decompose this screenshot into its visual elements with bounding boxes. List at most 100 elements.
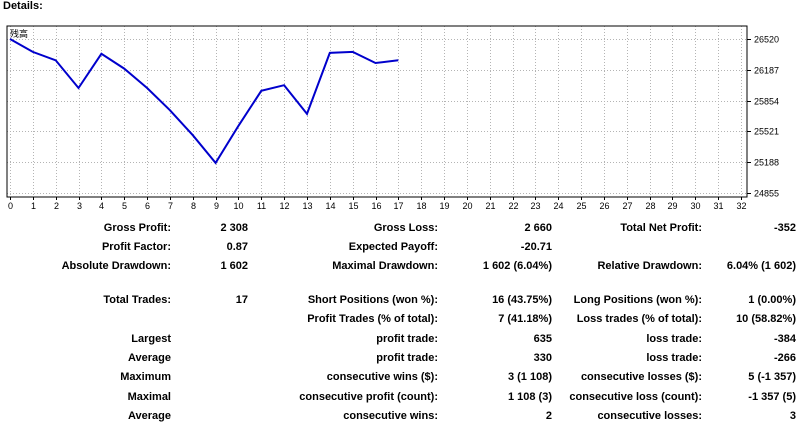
x-tick-label: 25 xyxy=(576,201,586,211)
x-tick-label: 6 xyxy=(145,201,150,211)
stat-value: 330 xyxy=(533,352,552,365)
stat-value: 6.04% (1 602) xyxy=(726,260,796,273)
x-axis: 0 1 2 3 4 5 6 7 8 9 10 11 12 13 14 15 16 17 18 19 20 21 22 23 24… xyxy=(8,197,747,211)
stat-label: Relative Drawdown: xyxy=(597,260,702,273)
stat-label: consecutive loss (count): xyxy=(569,390,702,403)
y-tick-label: 24855 xyxy=(754,189,779,199)
x-tick-label: 1 xyxy=(31,201,36,211)
stat-value: -352 xyxy=(773,221,796,234)
stats-row: Average profit trade: 330 loss trade: -266 xyxy=(0,348,796,367)
y-tick-label: 26520 xyxy=(754,35,779,45)
stat-value: 16 (43.75%) xyxy=(492,293,552,306)
x-tick-label: 22 xyxy=(508,201,518,211)
stat-label: profit trade: xyxy=(376,332,438,345)
plot-frame xyxy=(6,25,748,198)
x-tick-label: 3 xyxy=(77,201,82,211)
stats-row: Largest profit trade: 635 loss trade: -384 xyxy=(0,329,796,348)
stats-row: Total Trades: 17 Short Positions (won %): 1… xyxy=(0,290,796,309)
details-title: Details: xyxy=(3,0,43,12)
stats-row: Maximum consecutive wins ($): 3 (1 108) con… xyxy=(0,368,796,387)
stat-label: consecutive losses: xyxy=(597,410,702,423)
stat-label: Maximum xyxy=(120,371,171,384)
stat-value: 10 (58.82%) xyxy=(736,313,796,326)
x-tick-label: 11 xyxy=(257,201,266,211)
x-tick-label: 9 xyxy=(214,201,219,211)
stats-row: Profit Trades (% of total): 7 (41.18%) Los… xyxy=(0,310,796,329)
x-tick-label: 21 xyxy=(485,201,495,211)
stat-label: Absolute Drawdown: xyxy=(61,260,171,273)
stat-value: -20.71 xyxy=(520,241,552,254)
x-tick-label: 0 xyxy=(8,201,13,211)
stat-value: 635 xyxy=(533,332,552,345)
stat-label: consecutive profit (count): xyxy=(299,390,438,403)
stat-value: 1 108 (3) xyxy=(507,390,552,403)
stat-value: 1 602 xyxy=(220,260,248,273)
stats-row xyxy=(0,276,796,290)
stat-label: Loss trades (% of total): xyxy=(576,313,702,326)
stat-label: consecutive losses ($): xyxy=(580,371,702,384)
stat-value xyxy=(171,368,248,387)
x-tick-label: 10 xyxy=(233,201,243,211)
x-tick-label: 17 xyxy=(393,201,403,211)
stat-value xyxy=(171,407,248,426)
stat-label: Short Positions (won %): xyxy=(307,293,438,306)
stat-value: 17 xyxy=(235,293,248,306)
stats-row: Average consecutive wins: 2 consecutive los… xyxy=(0,407,796,426)
stat-label: Expected Payoff: xyxy=(348,241,438,254)
stat-label: consecutive wins: xyxy=(343,410,438,423)
x-tick-label: 2 xyxy=(54,201,59,211)
x-tick-label: 8 xyxy=(191,201,196,211)
stat-label: Profit Trades (% of total): xyxy=(307,313,438,326)
corner-label: 残高 xyxy=(10,28,28,39)
stats-row: Profit Factor: 0.87 Expected Payoff: -20.71 xyxy=(0,237,796,256)
stat-label xyxy=(248,276,438,290)
x-tick-label: 16 xyxy=(371,201,381,211)
x-tick-label: 14 xyxy=(325,201,335,211)
x-tick-label: 4 xyxy=(99,201,104,211)
stat-label: Total Trades: xyxy=(103,293,171,306)
stat-value: 1 602 (6.04%) xyxy=(482,260,552,273)
stat-label: Gross Profit: xyxy=(103,221,171,234)
x-tick-label: 26 xyxy=(599,201,609,211)
stat-label: loss trade: xyxy=(646,352,702,365)
stat-label: Maximal Drawdown: xyxy=(332,260,438,273)
stat-label xyxy=(0,310,171,329)
y-tick-label: 25521 xyxy=(754,127,779,137)
stat-value: 0.87 xyxy=(226,241,248,254)
x-tick-label: 31 xyxy=(713,201,723,211)
y-axis: 26520 26187 25854 25521 25188 24855 xyxy=(747,35,779,199)
x-tick-label: 23 xyxy=(530,201,540,211)
x-tick-label: 29 xyxy=(667,201,677,211)
stat-label: Maximal xyxy=(127,390,171,403)
balance-line xyxy=(9,38,399,165)
stat-value xyxy=(702,276,796,290)
stat-value xyxy=(171,310,248,329)
x-tick-label: 28 xyxy=(645,201,655,211)
stat-value xyxy=(171,348,248,367)
x-tick-label: 27 xyxy=(622,201,632,211)
x-tick-label: 15 xyxy=(348,201,358,211)
stat-label xyxy=(552,237,702,256)
x-tick-label: 32 xyxy=(736,201,746,211)
stat-label: Gross Loss: xyxy=(373,221,438,234)
stat-label xyxy=(552,276,702,290)
stat-value xyxy=(171,329,248,348)
y-tick-label: 25188 xyxy=(754,158,779,168)
y-tick-label: 26187 xyxy=(754,66,779,76)
x-tick-label: 13 xyxy=(302,201,312,211)
stat-label: Average xyxy=(127,410,171,423)
stat-value xyxy=(171,387,248,406)
stat-value: 2 308 xyxy=(220,221,248,234)
stat-value: -1 357 (5) xyxy=(748,390,796,403)
x-tick-label: 12 xyxy=(279,201,289,211)
stat-value: 3 (1 108) xyxy=(507,371,552,384)
x-tick-label: 19 xyxy=(439,201,449,211)
stat-value xyxy=(702,237,796,256)
stat-label: Profit Factor: xyxy=(101,241,171,254)
stat-label: loss trade: xyxy=(646,332,702,345)
stat-value: 3 xyxy=(789,410,796,423)
stat-value: 1 (0.00%) xyxy=(748,293,796,306)
stats-row: Absolute Drawdown: 1 602 Maximal Drawdown:… xyxy=(0,257,796,276)
y-tick-label: 25854 xyxy=(754,97,779,107)
